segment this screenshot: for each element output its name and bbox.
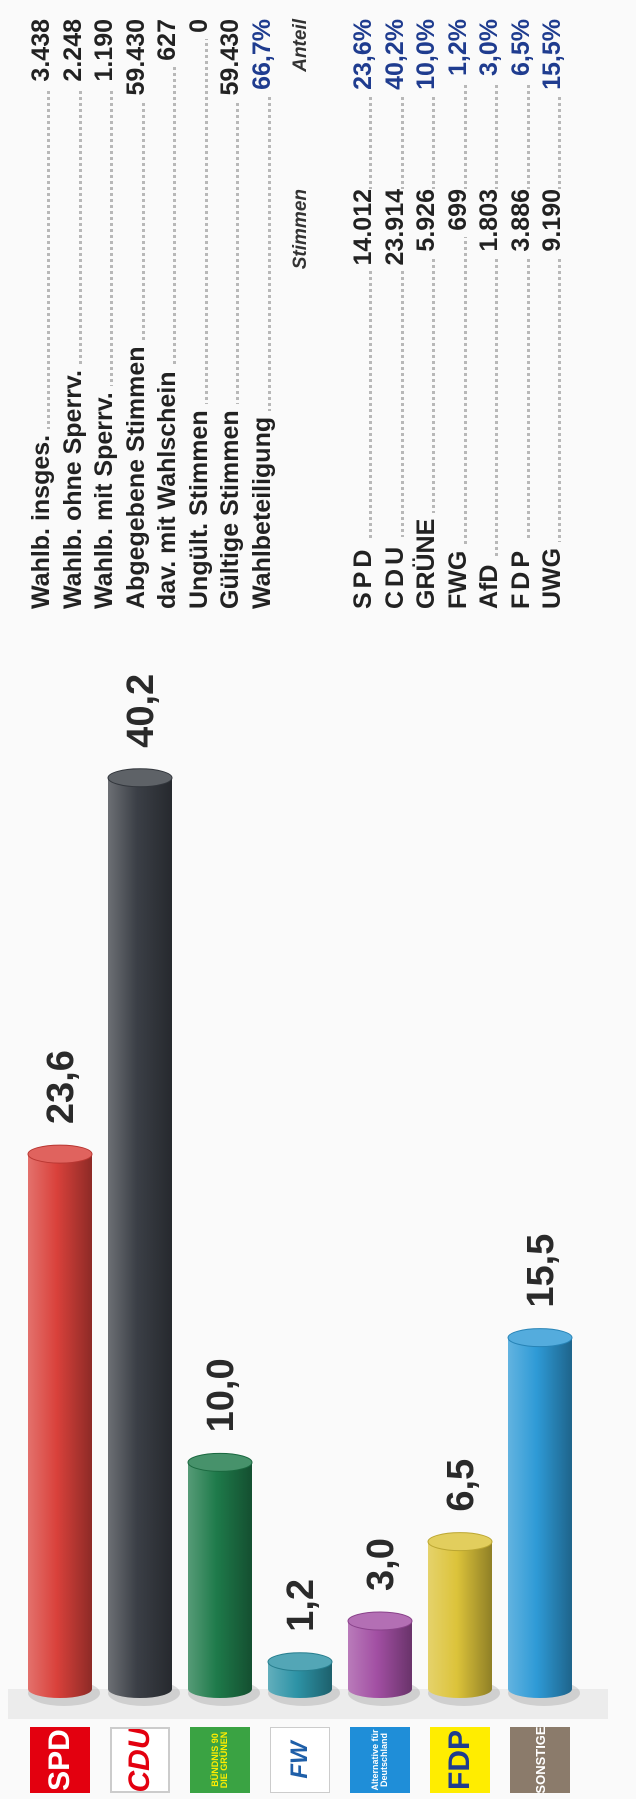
bar-value-label: 40,2 xyxy=(120,674,162,748)
bar-body xyxy=(188,1462,252,1698)
bar-spd: 23,6 xyxy=(27,1050,100,1706)
stat-row-eligible-block: Wahlb. mit Sperrv. 1.190 xyxy=(89,19,121,609)
bar-grüne: 10,0 xyxy=(187,1358,260,1706)
bar-cap xyxy=(507,1328,573,1348)
stat-row-postal-votes: dav. mit Wahlschein 627 xyxy=(152,19,184,609)
bar-cap xyxy=(267,1652,333,1672)
stat-row-valid-votes: Gültige Stimmen 59.430 xyxy=(215,19,247,609)
result-row-fwg: FWG 699 1,2% xyxy=(442,19,474,609)
bar-value-label: 1,2 xyxy=(280,1579,322,1632)
bar-body xyxy=(28,1154,92,1698)
vote-share-bar-chart: 23,6 40,2 10,0 1,2 3,0 6,5 15,5 xyxy=(8,674,608,1719)
results-header: Stimmen Anteil xyxy=(278,19,316,609)
bar-fwg: 1,2 xyxy=(267,1579,340,1706)
result-row-afd: AfD 1.803 3,0% xyxy=(474,19,506,609)
bar-value-label: 15,5 xyxy=(520,1234,562,1308)
share-header: Anteil xyxy=(290,19,311,72)
bar-cap xyxy=(27,1144,93,1164)
bar-cap xyxy=(107,768,173,788)
bar-body xyxy=(428,1541,492,1698)
bar-value-label: 6,5 xyxy=(440,1459,482,1512)
stat-row-eligible-total: Wahlb. insges. 3.438 xyxy=(26,19,58,609)
bar-value-label: 10,0 xyxy=(200,1358,242,1432)
stat-row-turnout: Wahlbeteiligung 66,7% xyxy=(246,19,278,609)
bar-fdp: 6,5 xyxy=(427,1459,500,1706)
bar-afd: 3,0 xyxy=(347,1538,420,1706)
bar-body xyxy=(348,1621,412,1698)
stat-row-eligible-no-block: Wahlb. ohne Sperrv. 2.248 xyxy=(57,19,89,609)
bar-cap xyxy=(187,1452,253,1472)
result-row-cdu: CDU 23.914 40,2% xyxy=(379,19,411,609)
result-row-gruene: GRÜNE 5.926 10,0% xyxy=(411,19,443,609)
bar-body xyxy=(508,1337,572,1698)
bar-body xyxy=(108,777,172,1698)
bar-sonstige: 15,5 xyxy=(507,1234,580,1706)
bar-value-label: 23,6 xyxy=(40,1050,82,1124)
bar-value-label: 3,0 xyxy=(360,1538,402,1591)
bar-cdu: 40,2 xyxy=(107,674,180,1706)
stat-row-invalid-votes: Ungült. Stimmen 0 xyxy=(183,19,215,609)
result-row-fdp: FDP 3.886 6,5% xyxy=(505,19,537,609)
bar-cap xyxy=(427,1532,493,1552)
votes-header: Stimmen xyxy=(290,189,311,270)
statistics-table: Wahlb. insges. 3.438 Wahlb. ohne Sperrv. 2… xyxy=(26,19,569,609)
bar-body xyxy=(268,1661,332,1698)
result-row-spd: SPD 14.012 23,6% xyxy=(348,19,380,609)
stat-row-votes-cast: Abgegebene Stimmen 59.430 xyxy=(120,19,152,609)
result-row-uwg: UWG 9.190 15,5% xyxy=(537,19,569,609)
bar-cap xyxy=(347,1611,413,1631)
